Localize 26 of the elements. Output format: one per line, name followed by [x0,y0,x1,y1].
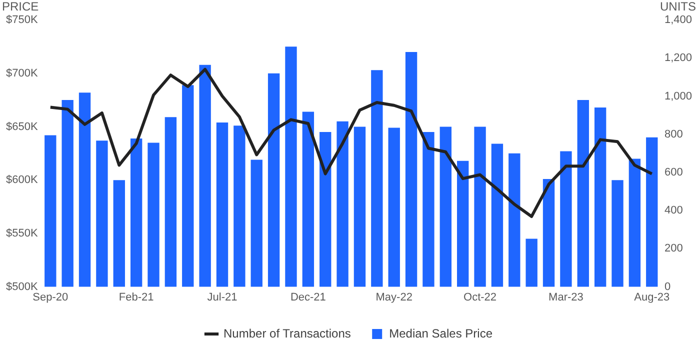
y-tick-label: $650K [6,120,38,133]
x-tick-label: Sep-20 [32,291,68,304]
y-axis-title: PRICE [2,0,39,14]
y2-tick-label: 1,000 [664,90,692,102]
x-tick-label: Dec-21 [290,291,326,304]
y2-tick-label: 600 [664,166,683,178]
y2-tick-label: 0 [664,280,671,293]
legend-label: Median Sales Price [389,326,493,340]
y2-axis-title: UNITS [660,0,696,14]
x-tick-label: Oct-22 [464,291,497,304]
y2-tick-label: 400 [664,204,683,217]
x-tick-label: Feb-21 [118,291,154,304]
x-tick-label: Mar-23 [548,291,584,304]
y2-tick-label: 800 [664,128,683,140]
x-tick-label: Jul-21 [207,291,238,304]
y-tick-label: $500K [6,280,38,293]
y-tick-label: $550K [6,227,38,240]
y2-tick-label: 200 [664,242,683,255]
y-tick-label: $600K [6,174,38,186]
legend-label: Number of Transactions [224,326,351,340]
y-tick-label: $750K [6,14,38,26]
y2-tick-label: 1,200 [664,52,692,64]
x-tick-label: May-22 [376,291,412,304]
y2-tick-label: 1,400 [664,14,692,26]
x-tick-label: Aug-23 [634,291,670,304]
y-tick-label: $700K [6,67,38,80]
